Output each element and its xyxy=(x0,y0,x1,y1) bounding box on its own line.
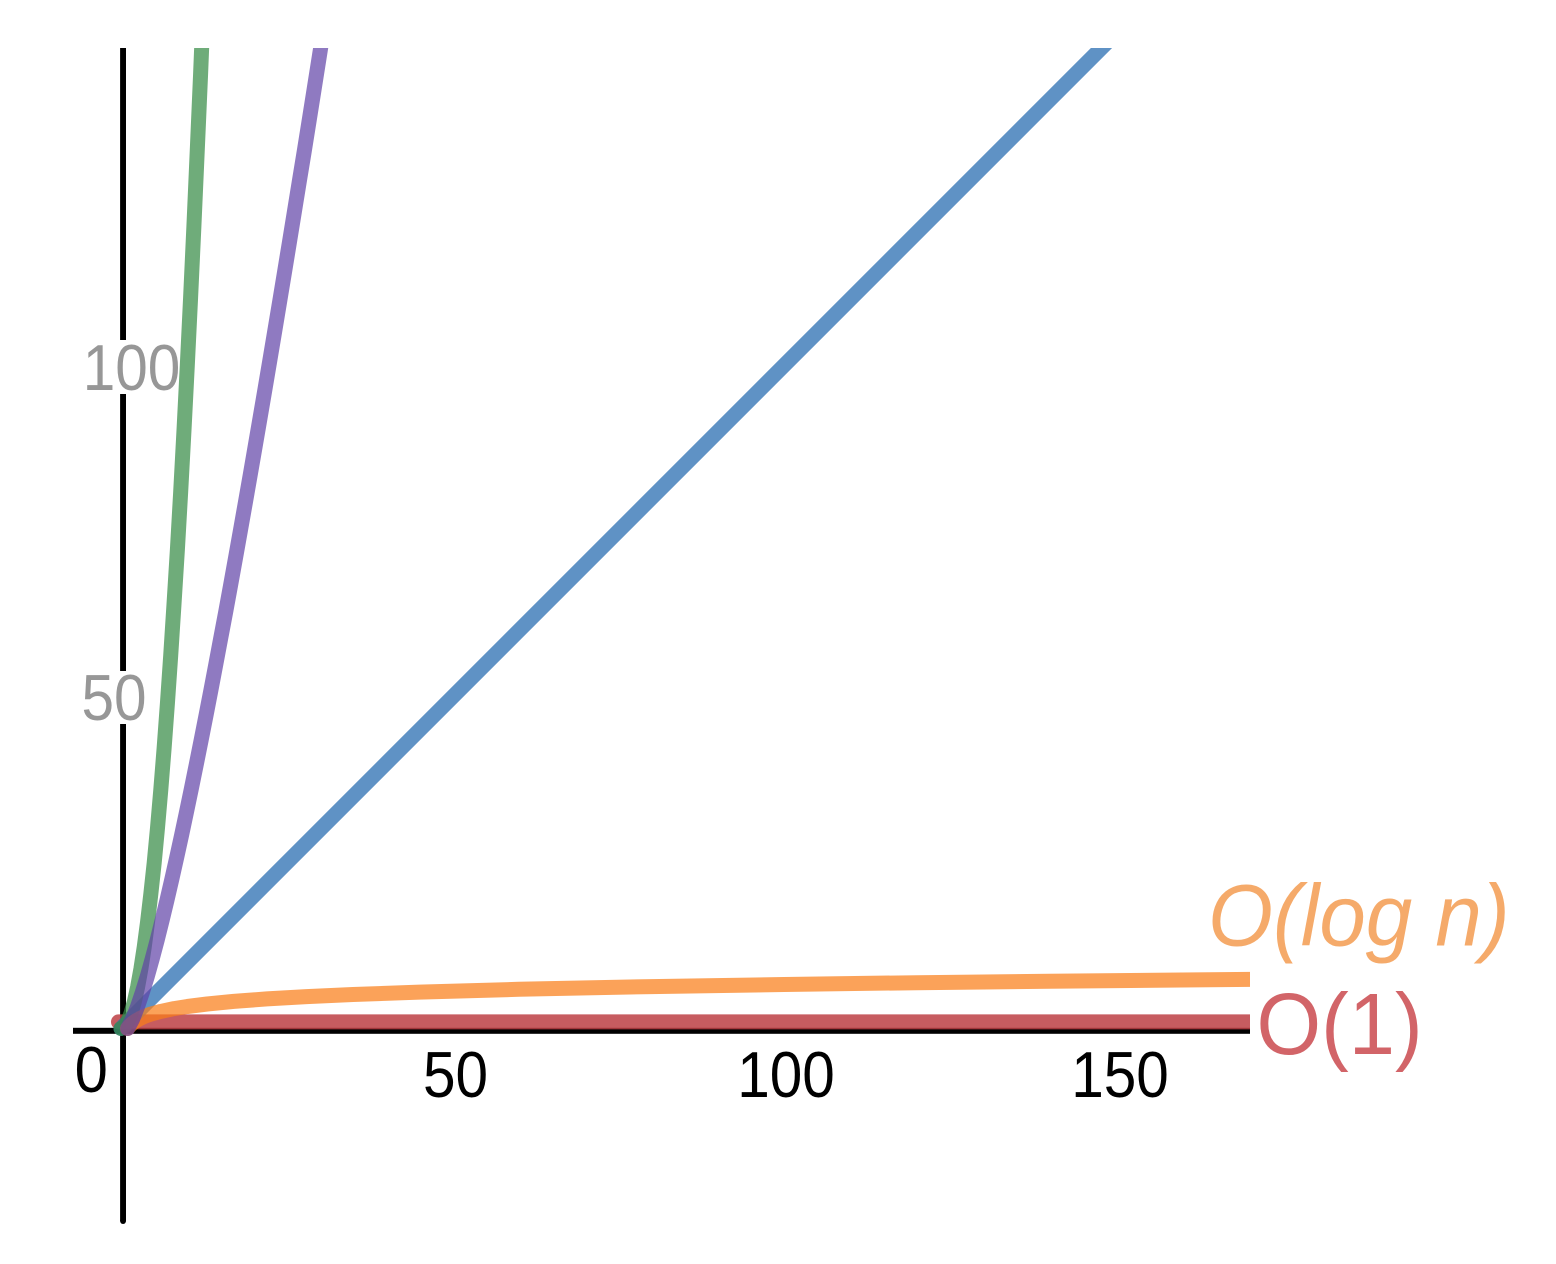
svg-text:100: 100 xyxy=(737,1039,835,1112)
svg-text:O(log n): O(log n) xyxy=(1208,868,1510,965)
svg-text:150: 150 xyxy=(1071,1039,1169,1112)
svg-text:O(1): O(1) xyxy=(1257,976,1423,1073)
svg-text:50: 50 xyxy=(81,662,146,735)
svg-text:0: 0 xyxy=(75,1034,108,1107)
svg-text:50: 50 xyxy=(423,1039,488,1112)
svg-text:100: 100 xyxy=(83,332,181,405)
